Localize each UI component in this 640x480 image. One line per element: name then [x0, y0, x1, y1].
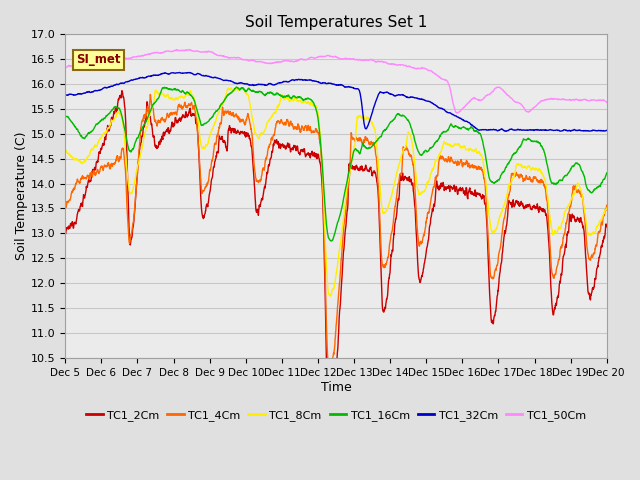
TC1_50Cm: [212, 52, 220, 58]
TC1_16Cm: [570, 162, 578, 168]
TC1_16Cm: [352, 146, 360, 152]
TC1_2Cm: [326, 432, 333, 438]
TC1_4Cm: [147, 92, 154, 97]
Y-axis label: Soil Temperature (C): Soil Temperature (C): [15, 132, 28, 260]
TC1_32Cm: [570, 127, 578, 132]
TC1_4Cm: [603, 203, 611, 208]
TC1_50Cm: [603, 100, 611, 106]
TC1_8Cm: [212, 117, 220, 122]
TC1_32Cm: [212, 75, 220, 81]
Line: TC1_2Cm: TC1_2Cm: [65, 91, 607, 435]
TC1_2Cm: [118, 88, 126, 94]
Legend: TC1_2Cm, TC1_4Cm, TC1_8Cm, TC1_16Cm, TC1_32Cm, TC1_50Cm: TC1_2Cm, TC1_4Cm, TC1_8Cm, TC1_16Cm, TC1…: [82, 406, 590, 425]
TC1_2Cm: [364, 168, 372, 174]
TC1_8Cm: [494, 222, 502, 228]
TC1_32Cm: [175, 70, 183, 75]
TC1_50Cm: [186, 47, 193, 52]
Line: TC1_8Cm: TC1_8Cm: [65, 88, 607, 296]
TC1_50Cm: [61, 66, 69, 72]
TC1_32Cm: [502, 129, 510, 134]
TC1_16Cm: [556, 178, 563, 183]
Line: TC1_16Cm: TC1_16Cm: [65, 87, 607, 241]
TC1_2Cm: [61, 230, 69, 236]
TC1_2Cm: [352, 163, 360, 169]
TC1_8Cm: [364, 115, 372, 120]
TC1_2Cm: [212, 154, 220, 159]
TC1_50Cm: [556, 96, 563, 102]
Line: TC1_50Cm: TC1_50Cm: [65, 49, 607, 113]
Line: TC1_32Cm: TC1_32Cm: [65, 72, 607, 132]
TC1_50Cm: [352, 57, 360, 62]
Title: Soil Temperatures Set 1: Soil Temperatures Set 1: [245, 15, 427, 30]
TC1_16Cm: [327, 238, 335, 244]
TC1_8Cm: [352, 129, 360, 135]
TC1_32Cm: [352, 86, 360, 92]
TC1_16Cm: [603, 170, 611, 176]
X-axis label: Time: Time: [321, 381, 351, 394]
TC1_50Cm: [570, 97, 578, 103]
TC1_50Cm: [364, 57, 371, 63]
TC1_50Cm: [453, 110, 461, 116]
TC1_8Cm: [326, 293, 334, 299]
TC1_8Cm: [556, 226, 563, 231]
TC1_4Cm: [494, 261, 502, 267]
TC1_8Cm: [227, 85, 235, 91]
TC1_4Cm: [212, 137, 220, 143]
TC1_2Cm: [603, 224, 611, 229]
TC1_2Cm: [556, 281, 563, 287]
TC1_4Cm: [326, 370, 333, 375]
Text: SI_met: SI_met: [76, 53, 120, 66]
TC1_4Cm: [352, 134, 360, 140]
TC1_8Cm: [570, 192, 578, 197]
TC1_32Cm: [61, 92, 69, 97]
TC1_16Cm: [232, 84, 240, 90]
TC1_16Cm: [364, 146, 372, 152]
TC1_16Cm: [61, 114, 69, 120]
TC1_4Cm: [570, 186, 578, 192]
TC1_4Cm: [556, 255, 563, 261]
TC1_2Cm: [570, 215, 578, 220]
TC1_16Cm: [212, 108, 220, 114]
TC1_16Cm: [494, 178, 502, 184]
TC1_8Cm: [61, 146, 69, 152]
TC1_32Cm: [603, 128, 611, 133]
TC1_2Cm: [494, 292, 502, 298]
TC1_32Cm: [493, 128, 501, 134]
TC1_4Cm: [364, 136, 372, 142]
Line: TC1_4Cm: TC1_4Cm: [65, 95, 607, 372]
TC1_4Cm: [61, 204, 69, 210]
TC1_8Cm: [603, 205, 611, 211]
TC1_32Cm: [556, 128, 563, 133]
TC1_32Cm: [364, 123, 371, 129]
TC1_50Cm: [494, 84, 502, 90]
